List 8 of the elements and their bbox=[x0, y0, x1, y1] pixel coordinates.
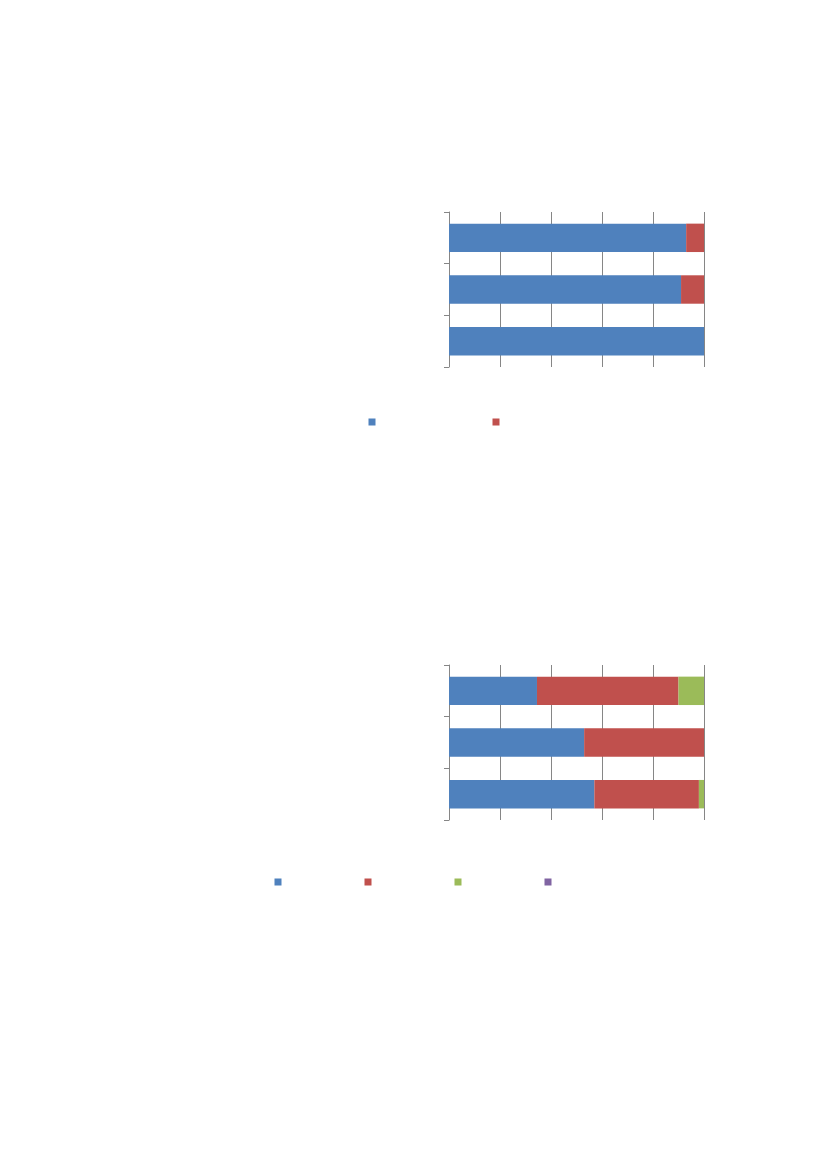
bar bbox=[584, 728, 704, 757]
bar bbox=[594, 779, 699, 809]
bar bbox=[678, 676, 704, 706]
bar bbox=[449, 676, 537, 706]
bar bbox=[449, 779, 595, 809]
bar bbox=[449, 728, 585, 757]
bar bbox=[536, 676, 679, 706]
bar bbox=[698, 779, 704, 809]
